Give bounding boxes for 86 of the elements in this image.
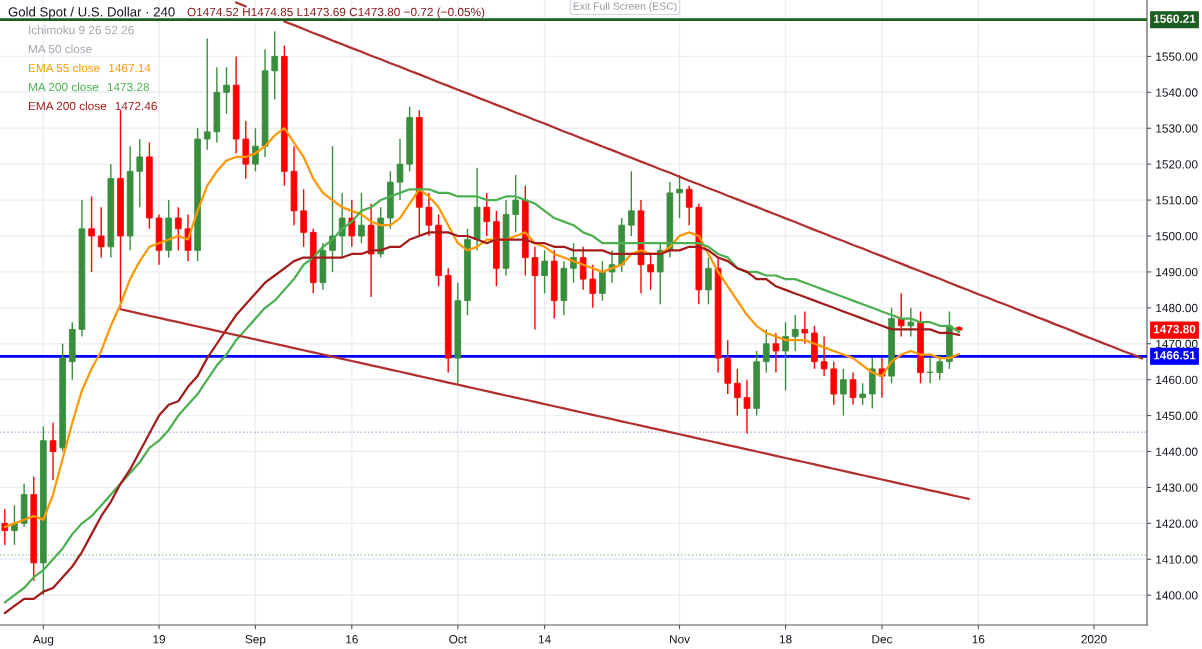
candlestick (628, 170, 635, 237)
x-tick-label: Dec (872, 635, 893, 644)
candlestick (685, 185, 693, 226)
candlestick (859, 382, 866, 406)
x-tick-label: Aug (32, 635, 54, 646)
y-tick-label: 1460.00 (1156, 375, 1198, 385)
x-tick-label: 14 (538, 635, 551, 644)
candlestick (849, 371, 857, 406)
line-series (119, 308, 970, 501)
ref-line-label: 1560.21 (1153, 14, 1196, 23)
annotation: 1472.46 (115, 101, 157, 111)
candlestick (396, 138, 404, 201)
x-tick-label: Nov (670, 635, 690, 644)
y-tick-label: 1470.00 (1156, 339, 1198, 349)
y-tick-label: 1520.00 (1156, 160, 1198, 169)
text: MA 200 close (28, 82, 99, 92)
candlestick (203, 37, 211, 151)
candlestick (97, 206, 105, 259)
x-tick-label: Oct (449, 635, 467, 644)
text: O1474.52 H1474.85 L1473.69 C1473.80 −0.72 (−0.05%) (187, 7, 485, 19)
y-tick-label: 1430.00 (1156, 483, 1198, 492)
candlestick (589, 264, 597, 309)
y-tick-label: 1490.00 (1156, 267, 1198, 277)
candlestick (1, 508, 9, 546)
candlestick (705, 256, 712, 305)
chart-title: Gold Spot / U.S. Dollar · 240 (8, 6, 175, 20)
candlestick (348, 199, 356, 248)
candlestick (541, 249, 548, 295)
candlestick (300, 188, 307, 248)
candlestick (531, 246, 539, 331)
candlestick (840, 368, 847, 417)
y-tick-label: 1400.00 (1156, 591, 1198, 600)
text: EMA 55 close (28, 63, 100, 73)
candlestick (656, 242, 664, 305)
annotation: Exit Full Screen (ESC) (573, 2, 677, 12)
annotation: 1473.28 (107, 82, 150, 92)
candlestick (782, 321, 789, 392)
candlestick (358, 192, 365, 244)
candlestick (223, 66, 230, 115)
y-tick-label: 1410.00 (1156, 555, 1198, 564)
x-tick-label: 16 (972, 635, 985, 644)
candlestick (926, 357, 934, 384)
candlestick (425, 192, 433, 237)
text: 1473.80 (1153, 324, 1196, 334)
y-tick-label: 1540.00 (1156, 88, 1198, 97)
candlestick (936, 353, 944, 381)
y-tick-label: 1480.00 (1156, 303, 1198, 313)
x-tick-label: 16 (346, 635, 358, 644)
candlestick (271, 30, 279, 101)
x-tick-label: Sep (245, 635, 266, 646)
candlestick (907, 307, 915, 338)
candlestick (801, 310, 809, 345)
ref-line-label: 1466.51 (1153, 351, 1196, 360)
x-tick-label: 18 (779, 635, 792, 644)
x-tick-label: 19 (153, 635, 166, 644)
y-tick-label: 1450.00 (1156, 411, 1198, 420)
candlestick (762, 328, 770, 374)
candlestick (329, 145, 336, 273)
y-tick-label: 1530.00 (1156, 124, 1198, 133)
annotation: Ichimoku 9 26 52 26 (29, 25, 134, 35)
candlestick (252, 127, 259, 173)
annotation: MA 50 close (28, 44, 92, 54)
y-tick-label: 1420.00 (1156, 519, 1198, 528)
candlestick (599, 260, 606, 302)
candlestick (579, 246, 587, 291)
y-tick-label: 1440.00 (1156, 447, 1198, 456)
candlestick (88, 195, 95, 273)
x-tick-label: 2020 (1081, 635, 1107, 644)
candlestick (791, 314, 799, 352)
candlestick (820, 335, 828, 377)
candlestick (734, 368, 741, 417)
text: EMA 200 close (28, 101, 107, 111)
annotation: 1467.14 (109, 63, 151, 73)
candlestick (676, 174, 683, 219)
y-tick-label: 1500.00 (1156, 232, 1198, 241)
y-tick-label: 1550.00 (1156, 52, 1198, 61)
candlestick (512, 174, 519, 234)
y-tick-label: 1510.00 (1156, 196, 1198, 205)
candlestick (49, 422, 57, 481)
candlestick (136, 138, 144, 208)
candlestick (772, 332, 780, 374)
candlestick (338, 192, 346, 259)
candlestick (483, 192, 491, 237)
candlestick (175, 206, 182, 252)
candlestick (647, 253, 654, 291)
candlestick (743, 378, 751, 435)
